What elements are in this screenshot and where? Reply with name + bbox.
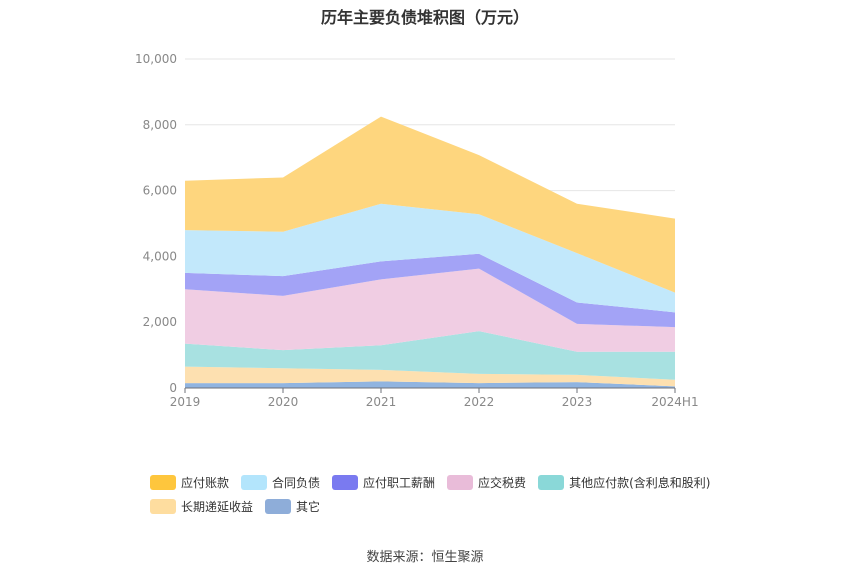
- y-tick-label: 6,000: [143, 184, 177, 198]
- x-tick-label: 2023: [562, 395, 593, 409]
- legend-item[interactable]: 其他应付款(含利息和股利): [538, 474, 710, 491]
- legend-row: 应付账款 合同负债 应付职工薪酬 应交税费 其他应付款(含利息和股利): [150, 470, 750, 494]
- legend-row: 长期递延收益 其它: [150, 494, 750, 518]
- y-tick-label: 10,000: [135, 52, 177, 66]
- legend-swatch: [332, 474, 359, 490]
- y-tick-label: 0: [169, 381, 177, 395]
- legend-swatch: [241, 474, 268, 490]
- legend-swatch: [150, 498, 176, 514]
- legend-swatch: [150, 474, 176, 490]
- area-series-其它: [185, 381, 675, 388]
- stacked-area-chart: 0 2,000 4,000 6,000 8,000 10,000 2019 2020 2021 2…: [135, 52, 699, 409]
- chart-title: 历年主要负债堆积图（万元）: [320, 8, 529, 27]
- legend-item[interactable]: 长期递延收益: [150, 498, 253, 515]
- area-series-应付职工薪酬: [185, 253, 675, 328]
- legend-item[interactable]: 应付账款: [150, 474, 229, 491]
- data-source: 数据来源：恒生聚源: [366, 550, 484, 565]
- legend-label: 其它: [296, 499, 321, 514]
- legend-item[interactable]: 应交税费: [447, 474, 526, 491]
- y-tick-label: 2,000: [143, 315, 177, 329]
- area-series-应交税费: [185, 268, 675, 352]
- legend-swatch: [538, 474, 565, 490]
- area-series: [185, 116, 675, 388]
- area-series-长期递延收益: [185, 366, 675, 387]
- legend-item[interactable]: 合同负债: [241, 474, 320, 491]
- legend-label: 应付职工薪酬: [363, 475, 436, 490]
- area-series-合同负债: [185, 203, 675, 313]
- legend-label: 应交税费: [478, 475, 527, 490]
- axes: 0 2,000 4,000 6,000 8,000 10,000 2019 2020 2021 2…: [135, 52, 699, 409]
- area-series-应付账款: [185, 116, 675, 293]
- x-tick-label: 2019: [170, 395, 201, 409]
- legend-label: 合同负债: [272, 475, 321, 490]
- legend: 应付账款 合同负债 应付职工薪酬 应交税费 其他应付款(含利息和股利) 长期递延收益 其它: [150, 470, 750, 518]
- x-tick-label: 2021: [366, 395, 397, 409]
- legend-swatch: [265, 498, 292, 514]
- legend-item[interactable]: 应付职工薪酬: [332, 474, 435, 491]
- x-tick-label: 2022: [464, 395, 495, 409]
- legend-label: 其他应付款(含利息和股利): [569, 475, 711, 490]
- x-tick-label: 2024H1: [651, 395, 698, 409]
- legend-swatch: [447, 474, 474, 490]
- x-tick-label: 2020: [268, 395, 299, 409]
- legend-label: 应付账款: [181, 475, 230, 490]
- legend-label: 长期递延收益: [181, 499, 254, 514]
- y-tick-label: 8,000: [143, 118, 177, 132]
- area-series-其他应付款(含利息和股利): [185, 331, 675, 380]
- legend-item[interactable]: 其它: [265, 498, 320, 515]
- y-tick-label: 4,000: [143, 249, 177, 263]
